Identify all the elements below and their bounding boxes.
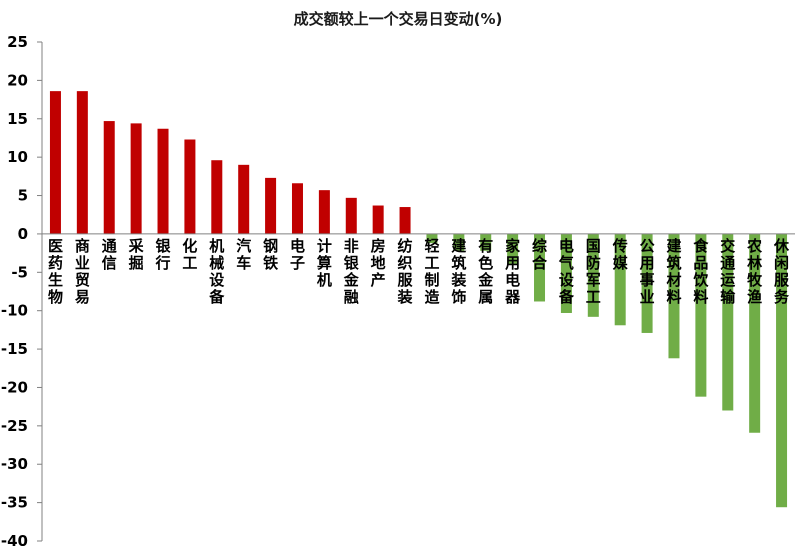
bar-8 <box>238 164 250 234</box>
bar-16 <box>453 233 465 251</box>
bar-21 <box>587 233 599 317</box>
category-label-24: 建筑材料 <box>665 237 682 306</box>
y-tick-label-10: -20 <box>1 378 28 396</box>
y-tick-label-8: -10 <box>1 302 28 320</box>
category-label-4: 采掘 <box>128 237 145 272</box>
category-label-10: 电子 <box>290 237 305 272</box>
y-tick-label-13: -35 <box>1 494 28 512</box>
bar-14 <box>399 207 411 234</box>
category-label-5: 银行 <box>155 237 172 272</box>
category-label-9: 钢铁 <box>263 237 278 272</box>
bar-15 <box>426 233 438 244</box>
category-label-7: 机械设备 <box>208 237 225 306</box>
y-tick-label-9: -15 <box>1 340 28 358</box>
bar-13 <box>372 205 384 234</box>
y-tick-label-1: 25 <box>7 33 28 51</box>
category-label-26: 交通运输 <box>720 237 736 306</box>
y-tick-label-6: 0 <box>18 225 28 243</box>
bar-27 <box>749 233 761 433</box>
category-label-2: 商业贸易 <box>75 237 90 306</box>
category-label-16: 建筑装饰 <box>450 237 467 306</box>
category-label-8: 汽车 <box>236 237 251 272</box>
bar-11 <box>318 190 330 234</box>
category-labels-group: 医药生物商业贸易通信采掘银行化工机械设备汽车钢铁电子计算机非银金融房地产纺织服装… <box>48 237 790 306</box>
category-label-23: 公用事业 <box>640 237 655 306</box>
y-tick-label-14: -40 <box>1 532 28 550</box>
bar-6 <box>184 139 196 234</box>
chart-title: 成交额较上一个交易日变动(%) <box>294 10 503 28</box>
bar-20 <box>560 233 572 313</box>
bar-24 <box>668 233 680 359</box>
y-tick-label-4: 10 <box>7 148 28 166</box>
category-label-12: 非银金融 <box>343 237 360 306</box>
bar-18 <box>507 233 519 264</box>
bar-3 <box>103 121 115 234</box>
category-label-28: 休闲服务 <box>773 237 790 306</box>
category-label-25: 食品饮料 <box>692 237 709 306</box>
category-label-20: 电气设备 <box>558 237 575 306</box>
bar-9 <box>265 177 277 234</box>
y-tick-label-3: 15 <box>7 110 28 128</box>
bar-26 <box>722 233 734 411</box>
bar-12 <box>345 197 357 234</box>
bar-10 <box>291 183 303 234</box>
bar-4 <box>130 123 142 234</box>
y-tick-label-12: -30 <box>1 455 28 473</box>
category-label-27: 农林牧渔 <box>746 237 763 306</box>
bar-25 <box>695 233 707 397</box>
bar-1 <box>49 91 61 234</box>
category-label-17: 有色金属 <box>477 237 494 306</box>
category-label-13: 房地产 <box>371 237 386 289</box>
category-label-11: 计算机 <box>317 237 332 289</box>
category-label-22: 传媒 <box>612 237 629 272</box>
y-tick-label-5: 5 <box>18 187 28 205</box>
y-tick-label-2: 20 <box>7 71 28 89</box>
category-label-14: 纺织服装 <box>397 237 414 306</box>
bar-22 <box>614 233 626 326</box>
category-label-6: 化工 <box>182 237 197 272</box>
y-tick-label-11: -25 <box>1 417 28 435</box>
bar-2 <box>76 91 88 234</box>
y-tick-label-7: -5 <box>11 263 28 281</box>
category-label-18: 家用电器 <box>504 237 521 306</box>
bar-19 <box>534 233 546 302</box>
category-label-1: 医药生物 <box>48 237 63 306</box>
category-label-21: 国防军工 <box>586 237 601 306</box>
category-label-19: 综合 <box>531 237 548 272</box>
bars-group <box>49 91 788 508</box>
y-ticks-group: 25 20 15 10 5 0 -5 -10 -15 -20 -25 -30 -35 -40 <box>1 33 42 550</box>
bar-17 <box>480 233 492 251</box>
bar-28 <box>776 233 788 508</box>
category-label-15: 轻工制造 <box>424 237 439 306</box>
bar-5 <box>157 128 169 234</box>
bar-23 <box>641 233 653 333</box>
category-label-3: 通信 <box>102 237 117 272</box>
bar-7 <box>211 160 223 234</box>
